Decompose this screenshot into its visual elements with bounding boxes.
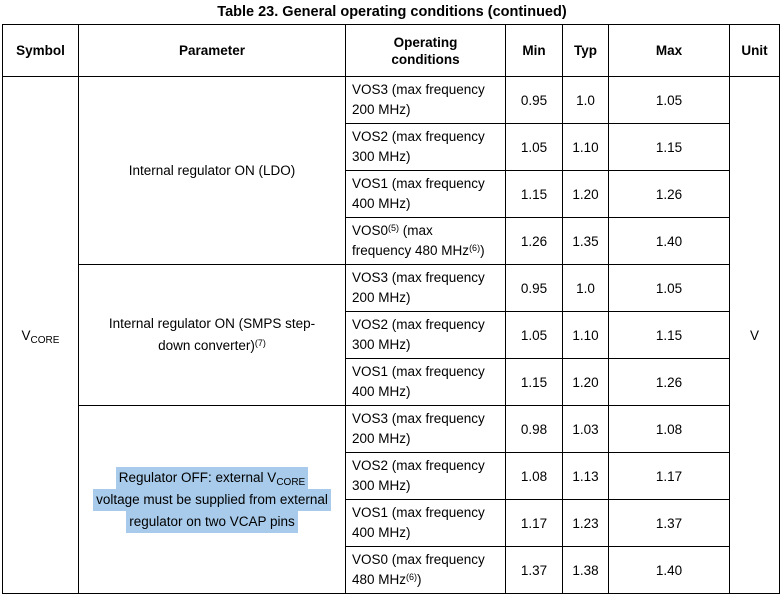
max-value: 1.40 [608,546,730,594]
operating-condition-cell: VOS3 (max frequency 200 MHz) [345,76,506,124]
typ-value: 1.0 [562,264,609,312]
operating-condition-cell: VOS0 (max frequency 480 MHz(6)) [345,546,506,594]
typ-value: 1.20 [562,358,609,406]
max-value: 1.15 [608,123,730,171]
typ-value: 1.13 [562,452,609,500]
typ-value: 1.10 [562,123,609,171]
selected-text[interactable]: voltage must be supplied from external [93,488,331,511]
typ-value: 1.38 [562,546,609,594]
max-value: 1.05 [608,76,730,124]
max-value: 1.08 [608,405,730,453]
max-value: 1.26 [608,170,730,218]
table-row: VCORE Internal regulator ON (LDO) VOS3 (… [2,76,780,594]
typ-value: 1.20 [562,170,609,218]
min-value: 1.05 [505,311,563,359]
operating-condition-cell: VOS2 (max frequency 300 MHz) [345,452,506,500]
min-value: 1.08 [505,452,563,500]
typ-value: 1.03 [562,405,609,453]
operating-condition-cell: VOS1 (max frequency 400 MHz) [345,358,506,406]
col-header-symbol: Symbol [2,24,79,77]
unit-cell: V [729,76,780,594]
operating-condition-cell: VOS2 (max frequency 300 MHz) [345,311,506,359]
operating-condition-cell: VOS1 (max frequency 400 MHz) [345,170,506,218]
typ-value: 1.10 [562,311,609,359]
table-row: VOS0 (max frequency 480 MHz(6)) 1.37 1.3… [3,546,780,594]
col-header-max: Max [608,24,730,77]
operating-condition-cell: VOS1 (max frequency 400 MHz) [345,499,506,547]
table-row: VOS1 (max frequency 400 MHz) 1.15 1.20 1… [3,170,780,218]
page-title: Table 23. General operating conditions (… [217,4,567,20]
parameter-cell-smps: Internal regulator ON (SMPS step- down c… [78,264,346,406]
operating-condition-cell: VOS3 (max frequency 200 MHz) [345,264,506,312]
operating-condition-cell: VOS2 (max frequency 300 MHz) [345,123,506,171]
max-value: 1.40 [608,217,730,265]
col-header-operating-conditions: Operating conditions [345,24,506,77]
selected-text[interactable]: Regulator OFF: external VCORE [115,466,309,489]
typ-value: 1.35 [562,217,609,265]
parameter-cell-ldo: Internal regulator ON (LDO) [78,76,346,265]
typ-value: 1.0 [562,76,609,124]
max-value: 1.37 [608,499,730,547]
table-row: Regulator OFF: external VCORE voltage mu… [3,405,780,594]
col-header-typ: Typ [562,24,609,77]
operating-conditions-table: Symbol Parameter Operating conditions Mi… [2,24,780,594]
table-row: VOS2 (max frequency 300 MHz) 1.05 1.10 1… [3,311,780,359]
operating-condition-cell: VOS3 (max frequency 200 MHz) [345,405,506,453]
max-value: 1.26 [608,358,730,406]
col-header-min: Min [505,24,563,77]
max-value: 1.17 [608,452,730,500]
selected-text[interactable]: regulator on two VCAP pins [126,510,298,533]
header-row: Symbol Parameter Operating conditions Mi… [2,24,780,77]
min-value: 1.15 [505,358,563,406]
col-header-parameter: Parameter [78,24,346,77]
min-value: 0.98 [505,405,563,453]
max-value: 1.15 [608,311,730,359]
max-value: 1.05 [608,264,730,312]
symbol-cell-vcore: VCORE [2,76,79,594]
operating-condition-cell: VOS0(5) (max frequency 480 MHz(6)) [345,217,506,265]
min-value: 1.17 [505,499,563,547]
min-value: 1.37 [505,546,563,594]
min-value: 1.26 [505,217,563,265]
table-row: VOS1 (max frequency 400 MHz) 1.15 1.20 1… [3,358,780,406]
table-row: VOS2 (max frequency 300 MHz) 1.05 1.10 1… [3,123,780,171]
min-value: 1.15 [505,170,563,218]
table-row: VOS2 (max frequency 300 MHz) 1.08 1.13 1… [3,452,780,500]
parameter-cell-regulator-off: Regulator OFF: external VCORE voltage mu… [78,405,346,594]
col-header-unit: Unit [729,24,780,77]
min-value: 0.95 [505,264,563,312]
min-value: 0.95 [505,76,563,124]
typ-value: 1.23 [562,499,609,547]
table-row: Internal regulator ON (SMPS step- down c… [3,264,780,406]
min-value: 1.05 [505,123,563,171]
table-row: VOS1 (max frequency 400 MHz) 1.17 1.23 1… [3,499,780,547]
